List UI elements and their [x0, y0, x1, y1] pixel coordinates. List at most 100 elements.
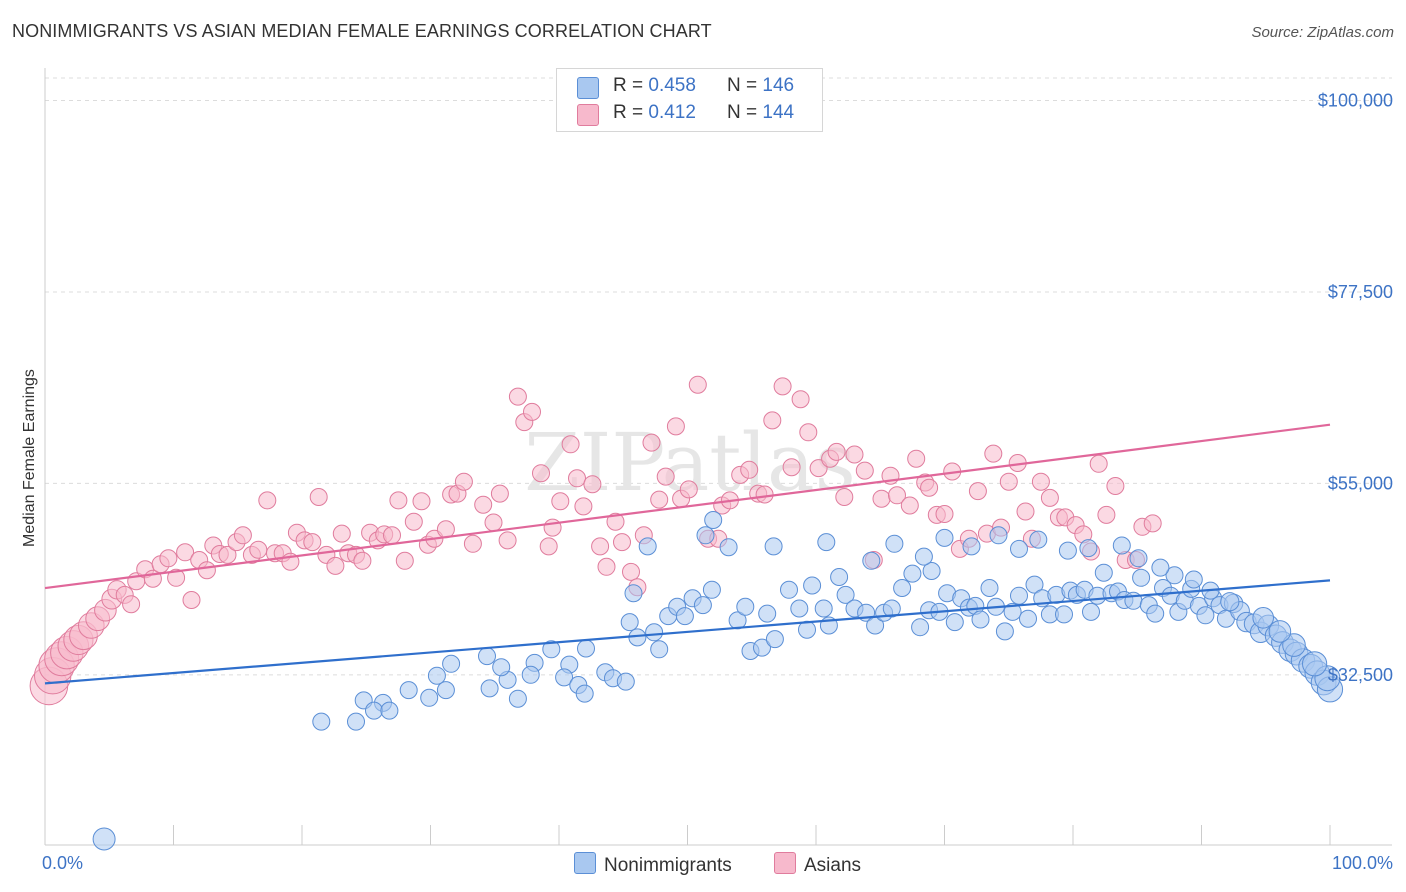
asians-point [122, 595, 141, 614]
nonimmigrants-point [399, 681, 418, 700]
asians-point [561, 435, 580, 454]
trend-lines [44, 423, 1331, 685]
nonimmigrants-point [702, 580, 721, 599]
asians-point [900, 496, 919, 515]
asians-point [1097, 505, 1116, 524]
asians-point [463, 534, 482, 553]
nonimmigrants-point [542, 640, 561, 659]
nonimmigrants-point [1268, 620, 1292, 643]
asians-point [389, 491, 408, 510]
legend-n-label: N = [727, 102, 758, 123]
nonimmigrants-point [945, 613, 964, 632]
nonimmigrants-point [1082, 602, 1100, 621]
asians-point [782, 458, 801, 477]
nonimmigrants-point [1019, 609, 1037, 628]
asians-point [484, 513, 503, 532]
nonimmigrants-point [1112, 536, 1131, 555]
nonimmigrants-point [1058, 541, 1077, 560]
asians-point [182, 591, 201, 609]
legend: R = 0.458 N = 146 R = 0.412 N = 144 [556, 68, 823, 132]
legend-r: R = 0.412 [613, 102, 696, 124]
nonimmigrants-point [893, 579, 912, 597]
asians-point [650, 490, 669, 509]
nonimmigrants-point [1220, 592, 1240, 612]
asians-point [474, 495, 493, 514]
nonimmigrants-point [1184, 570, 1203, 589]
nonimmigrants-point [830, 568, 849, 586]
asians-point [332, 524, 351, 543]
nonimmigrants-point [817, 533, 836, 552]
asians-point [498, 531, 517, 550]
asians-point [773, 377, 792, 396]
nonimmigrants-point [971, 610, 990, 629]
asians-point [574, 497, 593, 516]
asians-point [755, 485, 774, 504]
asians-point [1106, 477, 1125, 495]
asians-point [309, 488, 328, 506]
asians-point [1040, 488, 1059, 507]
asians-point [583, 475, 602, 494]
asians-point [597, 557, 616, 576]
y-tick-labels: $32,500 $55,000 $77,500 $100,000 [1318, 91, 1393, 685]
chart-title: NONIMMIGRANTS VS ASIAN MEDIAN FEMALE EAR… [12, 21, 712, 41]
nonimmigrants-point [764, 537, 783, 556]
asians-point [508, 387, 527, 406]
asians-point [539, 537, 558, 556]
nonimmigrants-point [962, 537, 981, 556]
nonimmigrants-point [911, 618, 930, 637]
nonimmigrants-point [803, 576, 822, 595]
nonimmigrants-point [1029, 530, 1048, 549]
asians-point [935, 505, 954, 523]
bottom-legend-swatch-pink [774, 852, 796, 874]
nonimmigrants-point [380, 701, 399, 720]
nonimmigrants-point [736, 597, 755, 616]
asians-point [855, 461, 874, 480]
nonimmigrants-point [914, 547, 933, 566]
asians-point [551, 492, 570, 511]
legend-r: R = 0.458 [613, 75, 696, 97]
asians-point [740, 460, 759, 479]
asians-point [454, 472, 473, 491]
nonimmigrants-point [575, 684, 594, 703]
nonimmigrants-point [882, 599, 901, 618]
nonimmigrants-point [650, 640, 669, 659]
axes [44, 68, 1392, 846]
nonimmigrants-point [719, 538, 738, 557]
legend-swatch-pink [577, 104, 599, 126]
nonimmigrants-point [478, 647, 496, 666]
nonimmigrants-trend-line [44, 579, 1331, 685]
nonimmigrants-point [492, 658, 511, 677]
nonimmigrants-point [1025, 575, 1044, 594]
bottom-legend-nonimmigrants: Nonimmigrants [574, 852, 732, 877]
nonimmigrants-point [780, 580, 798, 599]
nonimmigrants-point [1196, 606, 1215, 625]
nonimmigrants-point [989, 526, 1008, 545]
bottom-legend-label: Nonimmigrants [604, 855, 732, 876]
asians-point [872, 489, 891, 508]
nonimmigrants-point [758, 604, 777, 623]
nonimmigrants-point [347, 712, 365, 731]
asians-point [258, 491, 277, 510]
nonimmigrants-point [1165, 566, 1184, 585]
asians-point [666, 417, 685, 436]
nonimmigrants-point [1282, 633, 1306, 657]
nonimmigrants-points [92, 511, 1344, 851]
nonimmigrants-point [693, 596, 712, 615]
x-tick-label-min: 0.0% [42, 853, 83, 873]
nonimmigrants-point [675, 607, 694, 626]
asians-point [197, 561, 216, 580]
asians-point [303, 533, 322, 552]
nonimmigrants-point [1079, 539, 1098, 558]
nonimmigrants-point [790, 599, 809, 618]
y-tick-label: $32,500 [1328, 665, 1393, 685]
nonimmigrants-point [365, 701, 383, 720]
nonimmigrants-point [753, 638, 771, 657]
asians-point [688, 375, 707, 394]
asians-point [827, 442, 846, 461]
bottom-legend-swatch-blue [574, 852, 596, 874]
nonimmigrants-point [995, 622, 1014, 641]
nonimmigrants-point [312, 712, 331, 731]
nonimmigrants-point [1132, 568, 1151, 587]
nonimmigrants-point [1129, 549, 1148, 568]
nonimmigrants-point [922, 562, 941, 580]
